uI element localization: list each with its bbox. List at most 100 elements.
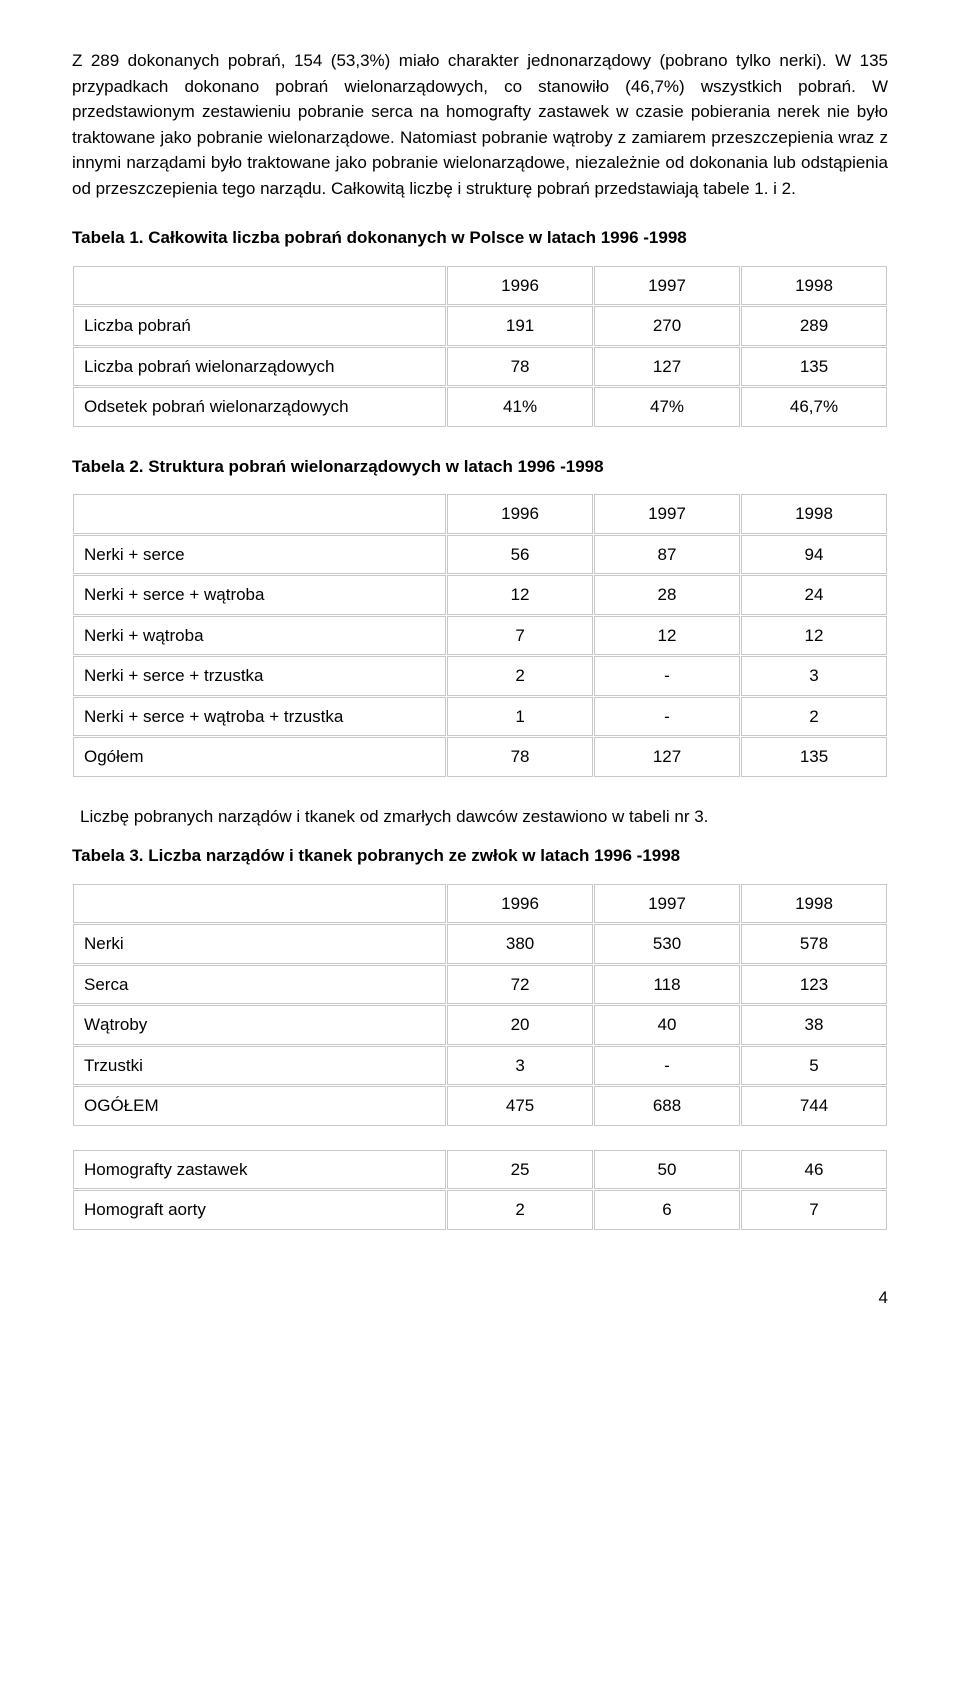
table-cell: 2 — [447, 656, 593, 696]
intro-paragraph: Z 289 dokonanych pobrań, 154 (53,3%) mia… — [72, 48, 888, 201]
table-cell: 94 — [741, 535, 887, 575]
table-cell: Nerki + serce + wątroba — [73, 575, 446, 615]
table-cell: 578 — [741, 924, 887, 964]
table-cell: 46,7% — [741, 387, 887, 427]
table-cell: - — [594, 697, 740, 737]
table-cell: 127 — [594, 347, 740, 387]
table-cell: 56 — [447, 535, 593, 575]
table2: 199619971998Nerki + serce568794Nerki + s… — [72, 493, 888, 778]
table-cell: - — [594, 1046, 740, 1086]
table-header-cell: 1996 — [447, 884, 593, 924]
table-cell: 688 — [594, 1086, 740, 1126]
table-cell: 380 — [447, 924, 593, 964]
table-cell: Serca — [73, 965, 446, 1005]
table-cell: 78 — [447, 347, 593, 387]
table-header-cell: 1997 — [594, 266, 740, 306]
table-cell: 2 — [447, 1190, 593, 1230]
table-cell: 6 — [594, 1190, 740, 1230]
table-cell: 475 — [447, 1086, 593, 1126]
table-cell: Liczba pobrań wielonarządowych — [73, 347, 446, 387]
table-cell: Odsetek pobrań wielonarządowych — [73, 387, 446, 427]
table-cell: 25 — [447, 1150, 593, 1190]
table-cell: 127 — [594, 737, 740, 777]
table-header-cell: 1996 — [447, 494, 593, 534]
table-cell: 270 — [594, 306, 740, 346]
table-row: Nerki + serce568794 — [73, 535, 887, 575]
table-cell: Homografty zastawek — [73, 1150, 446, 1190]
table-cell: 3 — [741, 656, 887, 696]
table-row: Homografty zastawek255046 — [73, 1150, 887, 1190]
table-row: OGÓŁEM475688744 — [73, 1086, 887, 1126]
table-cell: 118 — [594, 965, 740, 1005]
table1: 199619971998Liczba pobrań191270289Liczba… — [72, 265, 888, 428]
table-cell: Trzustki — [73, 1046, 446, 1086]
table-cell: 24 — [741, 575, 887, 615]
table-cell: 191 — [447, 306, 593, 346]
table-row: Nerki + wątroba71212 — [73, 616, 887, 656]
table-cell: Nerki + serce + wątroba + trzustka — [73, 697, 446, 737]
table-cell: 40 — [594, 1005, 740, 1045]
table-cell: 12 — [741, 616, 887, 656]
table-cell: 2 — [741, 697, 887, 737]
table-header-cell: 1998 — [741, 266, 887, 306]
table-cell: 38 — [741, 1005, 887, 1045]
table2-caption: Tabela 2. Struktura pobrań wielonarządow… — [72, 454, 888, 480]
table-cell: 5 — [741, 1046, 887, 1086]
table-cell: Wątroby — [73, 1005, 446, 1045]
table-row: Ogółem78127135 — [73, 737, 887, 777]
page-number: 4 — [72, 1285, 888, 1311]
table3-intro: Liczbę pobranych narządów i tkanek od zm… — [80, 804, 888, 830]
table-header-row: 199619971998 — [73, 884, 887, 924]
table-header-cell — [73, 266, 446, 306]
table-cell: 47% — [594, 387, 740, 427]
table-cell: Homograft aorty — [73, 1190, 446, 1230]
table-header-cell: 1997 — [594, 494, 740, 534]
table3: 199619971998Nerki380530578Serca72118123W… — [72, 883, 888, 1231]
table3-caption: Tabela 3. Liczba narządów i tkanek pobra… — [72, 843, 888, 869]
table-row: Nerki + serce + wątroba + trzustka1-2 — [73, 697, 887, 737]
table1-caption: Tabela 1. Całkowita liczba pobrań dokona… — [72, 225, 888, 251]
table-row: Liczba pobrań191270289 — [73, 306, 887, 346]
table-cell: 135 — [741, 347, 887, 387]
table-cell: Nerki — [73, 924, 446, 964]
table-cell: 78 — [447, 737, 593, 777]
table-cell: 7 — [741, 1190, 887, 1230]
table-cell: 1 — [447, 697, 593, 737]
table-row: Odsetek pobrań wielonarządowych41%47%46,… — [73, 387, 887, 427]
table-cell: 289 — [741, 306, 887, 346]
table-header-cell — [73, 494, 446, 534]
table-cell: 12 — [447, 575, 593, 615]
table-header-cell: 1998 — [741, 494, 887, 534]
table-cell: 72 — [447, 965, 593, 1005]
table-spacer — [73, 1127, 887, 1149]
table-cell: 12 — [594, 616, 740, 656]
table-row: Nerki + serce + wątroba122824 — [73, 575, 887, 615]
table-cell: 530 — [594, 924, 740, 964]
table-cell: 87 — [594, 535, 740, 575]
table-cell: 123 — [741, 965, 887, 1005]
table-cell: Liczba pobrań — [73, 306, 446, 346]
table-row: Liczba pobrań wielonarządowych78127135 — [73, 347, 887, 387]
table-cell: Nerki + serce — [73, 535, 446, 575]
table-cell: 46 — [741, 1150, 887, 1190]
table-row: Homograft aorty267 — [73, 1190, 887, 1230]
table-cell: Nerki + wątroba — [73, 616, 446, 656]
table-cell: 7 — [447, 616, 593, 656]
table-row: Serca72118123 — [73, 965, 887, 1005]
table-header-cell: 1998 — [741, 884, 887, 924]
table-row: Nerki380530578 — [73, 924, 887, 964]
table-cell: 50 — [594, 1150, 740, 1190]
table-cell: 20 — [447, 1005, 593, 1045]
table-header-row: 199619971998 — [73, 266, 887, 306]
table-row: Trzustki3-5 — [73, 1046, 887, 1086]
table-cell: OGÓŁEM — [73, 1086, 446, 1126]
table-cell: Nerki + serce + trzustka — [73, 656, 446, 696]
table-cell: 28 — [594, 575, 740, 615]
table-row: Wątroby204038 — [73, 1005, 887, 1045]
table-header-cell: 1997 — [594, 884, 740, 924]
table-header-row: 199619971998 — [73, 494, 887, 534]
table-cell: 135 — [741, 737, 887, 777]
table-cell: 3 — [447, 1046, 593, 1086]
table-header-cell — [73, 884, 446, 924]
table-cell: 744 — [741, 1086, 887, 1126]
